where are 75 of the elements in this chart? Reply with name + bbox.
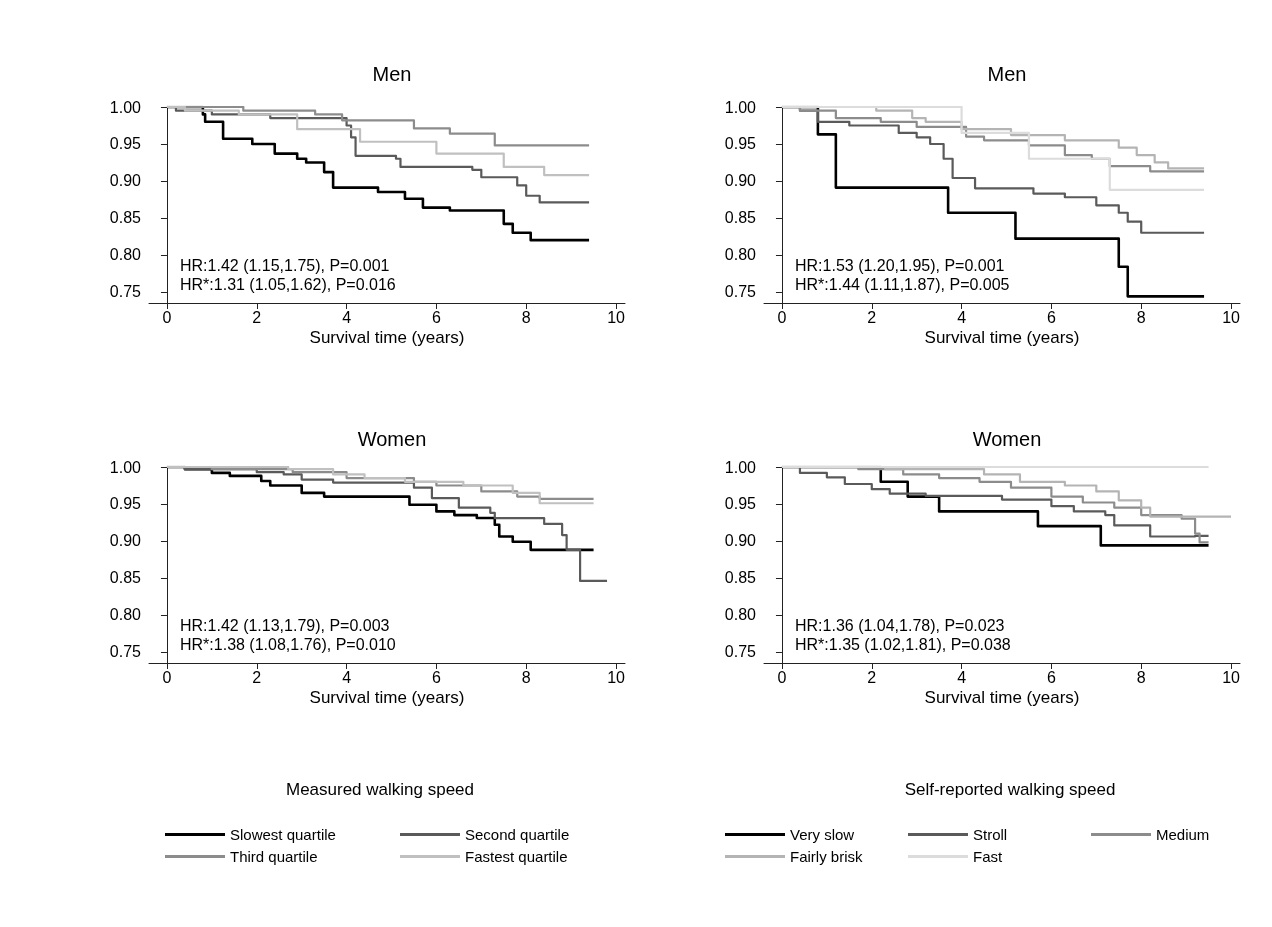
legend-label: Fastest quartile — [465, 848, 568, 865]
y-tick-label: 0.95 — [724, 495, 757, 513]
y-tick-label: 0.75 — [109, 643, 142, 661]
chart-title: Women — [972, 428, 1042, 450]
x-tick-label: 6 — [431, 308, 441, 326]
x-tick-label: 0 — [777, 308, 787, 326]
legend-title: Self-reported walking speed — [904, 780, 1116, 799]
x-tick-label: 6 — [1046, 668, 1056, 686]
x-axis-title: Survival time (years) — [924, 328, 1080, 347]
legend-label: Very slow — [790, 826, 855, 843]
y-tick-label: 0.80 — [109, 606, 142, 624]
chart-title: Men — [372, 63, 412, 85]
x-tick-label: 4 — [342, 308, 352, 326]
x-tick-label: 2 — [252, 668, 262, 686]
y-tick-label: 1.00 — [724, 98, 757, 116]
annotation: HR*:1.38 (1.08,1.76), P=0.010 — [180, 635, 396, 653]
y-tick-label: 0.80 — [724, 246, 757, 264]
x-tick-label: 6 — [1046, 308, 1056, 326]
y-tick-label: 0.85 — [724, 209, 757, 227]
y-tick-label: 0.95 — [109, 135, 142, 153]
legend-label: Stroll — [973, 826, 1008, 843]
x-axis-title: Survival time (years) — [309, 328, 465, 347]
y-tick-label: 0.90 — [109, 172, 142, 190]
y-tick-label: 1.00 — [109, 98, 142, 116]
annotation: HR*:1.44 (1.11,1.87), P=0.005 — [795, 275, 1010, 293]
x-tick-label: 8 — [521, 668, 531, 686]
x-tick-label: 8 — [521, 308, 531, 326]
x-tick-label: 10 — [1222, 308, 1241, 326]
y-tick-label: 0.85 — [109, 569, 142, 587]
x-tick-label: 0 — [162, 308, 172, 326]
y-tick-label: 0.90 — [109, 532, 142, 550]
x-tick-label: 10 — [1222, 668, 1241, 686]
y-tick-label: 0.95 — [109, 495, 142, 513]
chart-title: Women — [357, 428, 427, 450]
x-axis-title: Survival time (years) — [924, 688, 1080, 707]
x-tick-label: 8 — [1136, 668, 1146, 686]
x-tick-label: 4 — [957, 668, 967, 686]
x-tick-label: 2 — [252, 308, 262, 326]
x-tick-label: 8 — [1136, 308, 1146, 326]
annotation: HR:1.42 (1.13,1.79), P=0.003 — [180, 616, 390, 634]
x-tick-label: 4 — [957, 308, 967, 326]
y-tick-label: 0.75 — [724, 643, 757, 661]
y-tick-label: 0.75 — [724, 283, 757, 301]
annotation: HR*:1.35 (1.02,1.81), P=0.038 — [795, 635, 1011, 653]
x-tick-label: 0 — [777, 668, 787, 686]
annotation: HR:1.53 (1.20,1.95), P=0.001 — [795, 256, 1005, 274]
legend-label: Fairly brisk — [790, 848, 863, 865]
chart-title: Men — [987, 63, 1027, 85]
legend-title: Measured walking speed — [285, 780, 475, 799]
legend-label: Second quartile — [465, 826, 570, 843]
y-tick-label: 1.00 — [109, 458, 142, 476]
x-tick-label: 2 — [867, 668, 877, 686]
x-tick-label: 6 — [431, 668, 441, 686]
annotation: HR:1.42 (1.15,1.75), P=0.001 — [180, 256, 390, 274]
annotation: HR:1.36 (1.04,1.78), P=0.023 — [795, 616, 1005, 634]
x-tick-label: 0 — [162, 668, 172, 686]
x-axis-title: Survival time (years) — [309, 688, 465, 707]
x-tick-label: 10 — [607, 668, 626, 686]
legend-label: Medium — [1156, 826, 1210, 843]
y-tick-label: 0.90 — [724, 532, 757, 550]
y-tick-label: 0.85 — [109, 209, 142, 227]
x-tick-label: 10 — [607, 308, 626, 326]
legend-label: Fast — [973, 848, 1003, 865]
x-tick-label: 2 — [867, 308, 877, 326]
y-tick-label: 1.00 — [724, 458, 757, 476]
annotation: HR*:1.31 (1.05,1.62), P=0.016 — [180, 275, 396, 293]
y-tick-label: 0.80 — [724, 606, 757, 624]
y-tick-label: 0.90 — [724, 172, 757, 190]
y-tick-label: 0.95 — [724, 135, 757, 153]
x-tick-label: 4 — [342, 668, 352, 686]
y-tick-label: 0.75 — [109, 283, 142, 301]
legend-label: Third quartile — [230, 848, 318, 865]
legend-label: Slowest quartile — [230, 826, 336, 843]
y-tick-label: 0.80 — [109, 246, 142, 264]
y-tick-label: 0.85 — [724, 569, 757, 587]
